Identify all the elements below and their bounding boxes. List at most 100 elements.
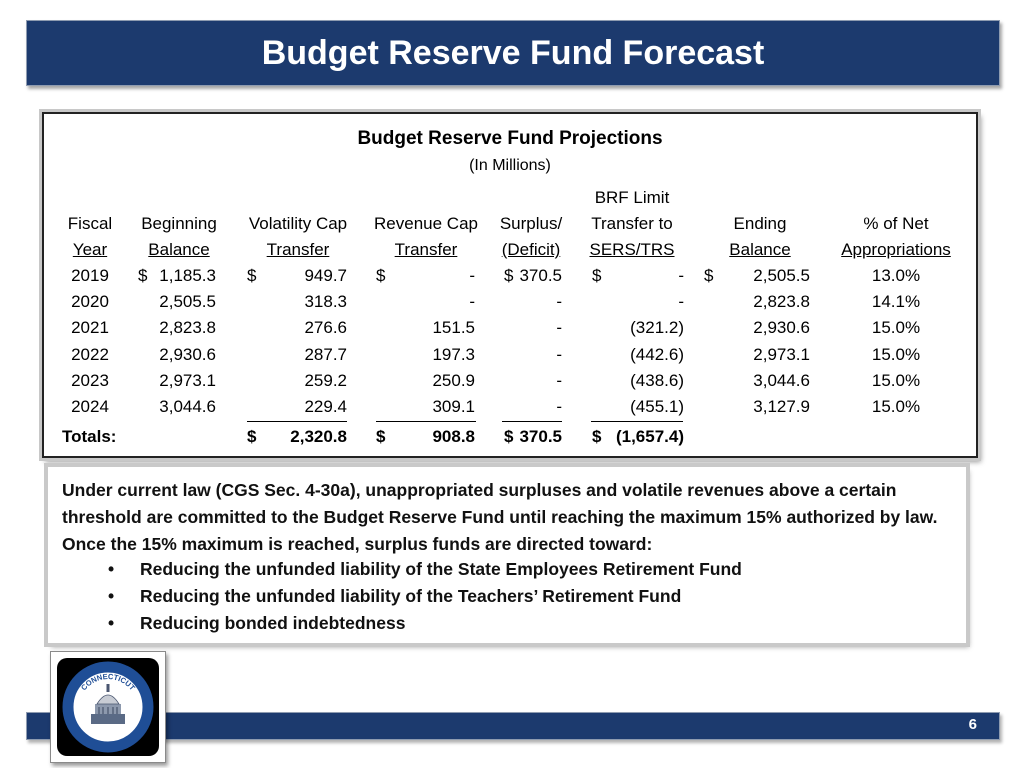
cell-brf: - <box>678 292 684 312</box>
cell-ending: 2,930.6 <box>753 318 810 338</box>
cell-surplus: - <box>556 292 562 312</box>
bullet-item: • Reducing the unfunded liability of the … <box>108 586 681 607</box>
bullet-text: Reducing the unfunded liability of the T… <box>140 586 682 606</box>
cell-surplus: - <box>556 397 562 416</box>
header-beginning-line1: Beginning <box>141 214 217 233</box>
cell-ending: 3,044.6 <box>753 370 810 390</box>
page-title: Budget Reserve Fund Forecast <box>261 33 765 72</box>
cell-beginning: 2,505.5 <box>159 292 216 312</box>
header-brf-line1: BRF Limit <box>594 188 670 207</box>
table-subtitle: (In Millions) <box>469 157 551 174</box>
totals-revenue-currency: $ <box>376 427 386 446</box>
cell-revenue: 250.9 <box>432 370 475 390</box>
footer-bar: 6 <box>26 712 1000 740</box>
cell-volatility: 318.3 <box>304 292 347 312</box>
header-pct-line1: % of Net <box>863 214 929 233</box>
header-ending-line1: Ending <box>733 214 787 233</box>
sum-line-brf <box>591 421 683 422</box>
cell-beginning: 2,930.6 <box>159 344 216 364</box>
totals-revenue: 908.8 <box>432 427 475 446</box>
bullet-symbol: • <box>108 559 115 579</box>
cell-ending: 2,973.1 <box>753 344 810 364</box>
header-surplus-line1: Surplus/ <box>499 214 563 233</box>
cell-pct: 15.0% <box>871 318 921 338</box>
connecticut-seal-icon: CONNECTICUT OFFICE OF POLICY AND MANAGEM… <box>62 661 154 753</box>
bullet-text: Reducing the unfunded liability of the S… <box>140 559 742 579</box>
totals-brf: (1,657.4) <box>615 427 684 446</box>
cell-brf: (438.6) <box>630 370 684 390</box>
header-revenue-line2: Transfer <box>394 240 458 259</box>
table-title: Budget Reserve Fund Projections <box>357 128 663 149</box>
cell-volatility: 276.6 <box>304 318 347 338</box>
cell-year: 2021 <box>71 318 109 338</box>
bullet-item: • Reducing the unfunded liability of the … <box>108 559 742 580</box>
cell-revenue: 309.1 <box>432 397 475 416</box>
header-revenue-line1: Revenue Cap <box>374 214 478 233</box>
cell-brf: (442.6) <box>630 344 684 364</box>
cell-year: 2024 <box>71 397 109 416</box>
cell-pct: 15.0% <box>871 344 921 364</box>
cell-year: 2023 <box>71 370 109 390</box>
cell-pct: 13.0% <box>871 266 921 285</box>
cell-volatility: 229.4 <box>304 397 347 416</box>
capitol-dome-icon <box>91 684 125 724</box>
currency-revenue: $ <box>376 266 386 285</box>
header-brf-line3: SERS/TRS <box>589 240 675 259</box>
bullet-symbol: • <box>108 586 115 606</box>
cell-year: 2020 <box>71 292 109 312</box>
cell-pct: 15.0% <box>871 397 921 416</box>
cell-surplus: - <box>556 344 562 364</box>
cell-volatility: 259.2 <box>304 370 347 390</box>
cell-year: 2022 <box>71 344 109 364</box>
cell-brf: - <box>678 266 684 285</box>
cell-revenue: - <box>469 292 475 312</box>
logo-background: CONNECTICUT OFFICE OF POLICY AND MANAGEM… <box>57 658 159 756</box>
totals-brf-currency: $ <box>592 427 602 446</box>
cell-volatility: 949.7 <box>304 266 347 285</box>
cell-brf: (321.2) <box>630 318 684 338</box>
currency-surplus: $ <box>504 266 514 285</box>
currency-beginning: $ <box>138 266 148 285</box>
note-paragraph: Under current law (CGS Sec. 4-30a), unap… <box>62 480 938 554</box>
cell-beginning: 2,823.8 <box>159 318 216 338</box>
bullet-item: • Reducing bonded indebtedness <box>108 613 405 634</box>
totals-volatility: 2,320.8 <box>290 427 347 446</box>
totals-surplus: 370.5 <box>519 427 562 446</box>
cell-revenue: 151.5 <box>432 318 475 338</box>
header-brf-line2: Transfer to <box>591 214 673 233</box>
cell-ending: 2,505.5 <box>753 266 810 285</box>
header-volatility-line2: Transfer <box>266 240 330 259</box>
cell-beginning: 3,044.6 <box>159 397 216 416</box>
cell-ending: 2,823.8 <box>753 292 810 312</box>
header-pct-line2: Appropriations <box>841 240 951 259</box>
cell-pct: 14.1% <box>871 292 921 312</box>
title-banner: Budget Reserve Fund Forecast <box>26 20 1000 86</box>
sum-line-revenue <box>376 421 476 422</box>
sum-line-volatility <box>247 421 347 422</box>
cell-beginning: 2,973.1 <box>159 370 216 390</box>
header-ending-line2: Balance <box>729 240 791 259</box>
bullet-text: Reducing bonded indebtedness <box>140 613 406 633</box>
header-fiscal-line2: Year <box>72 240 108 259</box>
projections-table: Budget Reserve Fund Projections (In Mill… <box>42 112 978 458</box>
cell-ending: 3,127.9 <box>753 397 810 416</box>
cell-pct: 15.0% <box>871 370 921 390</box>
totals-volatility-currency: $ <box>247 427 257 446</box>
header-fiscal-line1: Fiscal <box>67 214 113 233</box>
cell-brf: (455.1) <box>630 397 684 416</box>
header-surplus-line2: (Deficit) <box>501 240 561 259</box>
currency-brf: $ <box>592 266 602 285</box>
cell-beginning: 1,185.3 <box>159 266 216 285</box>
header-beginning-line2: Balance <box>148 240 210 259</box>
cell-surplus: 370.5 <box>519 266 562 285</box>
opm-logo: CONNECTICUT OFFICE OF POLICY AND MANAGEM… <box>50 651 166 763</box>
cell-surplus: - <box>556 318 562 338</box>
cell-volatility: 287.7 <box>304 344 347 364</box>
cell-surplus: - <box>556 370 562 390</box>
sum-line-surplus <box>502 421 562 422</box>
cell-revenue: 197.3 <box>432 344 475 364</box>
totals-label: Totals: <box>62 427 117 446</box>
currency-ending: $ <box>704 266 714 285</box>
header-volatility-line1: Volatility Cap <box>248 214 348 233</box>
currency-volatility: $ <box>247 266 257 285</box>
